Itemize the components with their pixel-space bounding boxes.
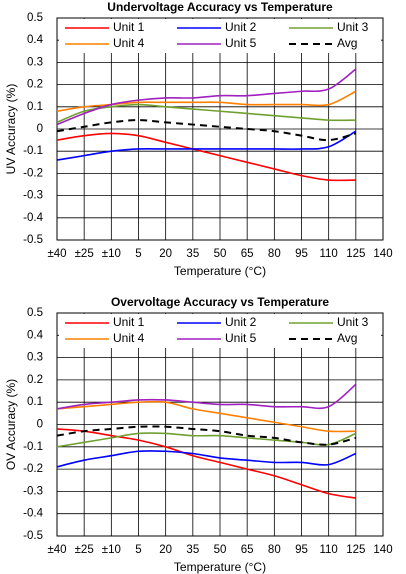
series-line-unit-1 <box>56 132 356 182</box>
chart-panel-1: Undervoltage Accuracy vs Temperature -0.5… <box>4 0 392 278</box>
x-axis-label: Temperature (°C) <box>174 264 266 278</box>
y-tick-label: 0.1 <box>27 396 43 408</box>
x-tick-label: ±25 <box>75 248 94 260</box>
x-tick-label: 35 <box>186 248 199 260</box>
y-tick-label: 0 <box>37 419 43 431</box>
y-tick-label: 0.3 <box>27 352 43 364</box>
y-tick-label: -0.3 <box>23 485 43 497</box>
legend-label: Unit 2 <box>225 315 257 329</box>
legend-label: Unit 1 <box>113 20 145 34</box>
x-tick-label: ±10 <box>102 544 121 556</box>
x-tick-label: 50 <box>214 248 227 260</box>
series-line-avg <box>56 119 357 142</box>
legend-label: Unit 1 <box>113 315 145 329</box>
y-tick-label: 0.5 <box>27 12 43 24</box>
chart-title: Undervoltage Accuracy vs Temperature <box>107 0 333 14</box>
y-tick-label: 0.4 <box>27 329 44 341</box>
y-tick-label: -0.4 <box>23 508 43 520</box>
y-tick-label: 0 <box>37 123 43 135</box>
x-tick-label: 95 <box>295 248 308 260</box>
x-tick-label: 95 <box>295 544 308 556</box>
y-tick-label: -0.1 <box>23 441 43 453</box>
legend-label: Unit 4 <box>113 36 145 50</box>
x-tick-label: 110 <box>319 248 337 260</box>
series-line-avg <box>56 425 357 446</box>
chart-title: Overvoltage Accuracy vs Temperature <box>111 295 329 309</box>
y-tick-label: 0.3 <box>27 56 43 68</box>
plot-frame <box>56 17 384 241</box>
x-tick-label: ±25 <box>75 544 94 556</box>
x-tick-label: ±40 <box>47 544 66 556</box>
series-line-unit-2 <box>56 130 357 161</box>
x-tick-label: 125 <box>346 248 365 260</box>
plot-frame <box>56 312 384 537</box>
x-tick-label: 5 <box>135 248 141 260</box>
series-line-unit-4 <box>56 400 356 433</box>
y-tick-label: 0.2 <box>27 374 43 386</box>
series-line-unit-1 <box>56 428 356 499</box>
legend-label: Unit 3 <box>337 315 369 329</box>
legend-label: Unit 3 <box>337 20 369 34</box>
x-tick-label: ±10 <box>102 248 121 260</box>
series-line-unit-3 <box>56 432 357 448</box>
legend-label: Unit 2 <box>225 20 257 34</box>
x-tick-label: 35 <box>186 544 199 556</box>
y-tick-label: -0.4 <box>23 212 43 224</box>
x-tick-label: 65 <box>241 248 254 260</box>
x-tick-label: 5 <box>135 544 141 556</box>
x-tick-label: 65 <box>241 544 254 556</box>
x-tick-label: 110 <box>319 544 337 556</box>
series-line-unit-2 <box>56 450 357 468</box>
series-line-unit-5 <box>56 68 357 126</box>
y-tick-label: -0.1 <box>23 145 43 157</box>
y-axis-label: OV Accuracy (%) <box>4 379 18 470</box>
x-tick-label: ±40 <box>47 248 66 260</box>
legend-box <box>59 19 381 53</box>
chart-panel-2: Overvoltage Accuracy vs Temperature -0.5 -… <box>4 295 392 574</box>
x-axis-label: Temperature (°C) <box>174 560 266 574</box>
series-line-unit-5 <box>56 383 357 410</box>
y-tick-label: -0.5 <box>23 234 43 246</box>
legend-label: Unit 5 <box>225 36 257 50</box>
y-axis-label: UV Accuracy (%) <box>4 84 18 175</box>
y-tick-label: 0.4 <box>27 34 44 46</box>
legend-label: Avg <box>337 36 357 50</box>
x-tick-label: 125 <box>346 544 365 556</box>
y-tick-label: 0.1 <box>27 101 43 113</box>
y-tick-label: -0.2 <box>23 167 43 179</box>
y-tick-label: -0.5 <box>23 530 43 542</box>
legend-label: Unit 4 <box>113 331 145 345</box>
y-tick-label: 0.5 <box>27 307 43 319</box>
y-tick-label: 0.2 <box>27 79 43 91</box>
y-tick-label: -0.3 <box>23 190 43 202</box>
x-tick-label: 80 <box>268 248 281 260</box>
legend-box <box>59 314 381 348</box>
legend-label: Avg <box>337 331 357 345</box>
x-tick-label: 20 <box>159 248 172 260</box>
x-tick-label: 20 <box>159 544 172 556</box>
legend-label: Unit 5 <box>225 331 257 345</box>
x-tick-label: 140 <box>373 248 392 260</box>
x-tick-label: 140 <box>373 544 392 556</box>
y-tick-label: -0.2 <box>23 463 43 475</box>
series-line-unit-3 <box>56 103 356 124</box>
x-tick-label: 80 <box>268 544 281 556</box>
x-tick-label: 50 <box>214 544 227 556</box>
